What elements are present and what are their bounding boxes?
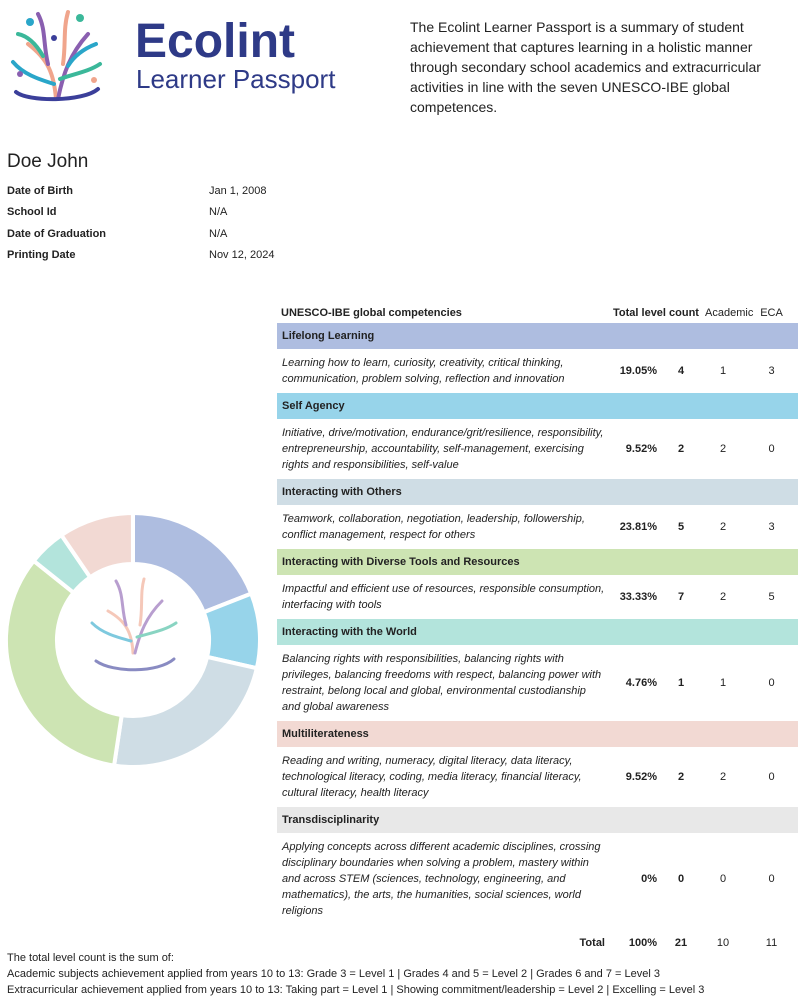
academic: 0 bbox=[719, 873, 727, 885]
category-description: Applying concepts across different acade… bbox=[282, 841, 601, 917]
detail-row: Initiative, drive/motivation, endurance/… bbox=[277, 419, 798, 479]
eca: 0 bbox=[768, 443, 775, 455]
academic: 1 bbox=[719, 677, 727, 689]
donut-segment bbox=[131, 510, 254, 615]
detail-row: Balancing rights with responsibilities, … bbox=[277, 645, 798, 721]
donut-segment bbox=[58, 510, 135, 580]
category-description: Balancing rights with responsibilities, … bbox=[282, 653, 602, 713]
count: 1 bbox=[677, 677, 685, 689]
column-header: UNESCO-IBE global competencies bbox=[281, 307, 462, 319]
category-row: Interacting with the World bbox=[277, 619, 798, 645]
description: The Ecolint Learner Passport is a summar… bbox=[410, 19, 761, 115]
detail-row: Reading and writing, numeracy, digital l… bbox=[277, 747, 798, 807]
academic: 2 bbox=[719, 443, 727, 455]
total-eca: 11 bbox=[765, 937, 778, 949]
academic: 2 bbox=[719, 771, 727, 783]
column-header: Total level count bbox=[613, 307, 699, 319]
category-name: Self Agency bbox=[282, 400, 345, 412]
academic: 2 bbox=[719, 591, 727, 603]
brand: Ecolint bbox=[135, 15, 296, 68]
total-label: Total bbox=[579, 937, 605, 949]
count: 0 bbox=[677, 873, 685, 885]
competency-table: UNESCO-IBE global competencies Total leve… bbox=[277, 303, 798, 957]
category-name: Interacting with Others bbox=[282, 486, 402, 498]
total-share: 100% bbox=[628, 937, 657, 949]
count: 2 bbox=[677, 443, 685, 455]
detail-row: Learning how to learn, curiosity, creati… bbox=[277, 349, 798, 393]
share: 23.81% bbox=[619, 521, 657, 533]
column-header: ECA bbox=[760, 307, 783, 319]
share: 9.52% bbox=[625, 443, 657, 455]
category-name: Lifelong Learning bbox=[282, 330, 375, 342]
share: 33.33% bbox=[619, 591, 657, 603]
footer-line: The total level count is the sum of: bbox=[7, 952, 174, 964]
count: 5 bbox=[677, 521, 685, 533]
category-name: Interacting with Diverse Tools and Resou… bbox=[282, 556, 520, 568]
category-row: Transdisciplinarity bbox=[277, 807, 798, 833]
category-description: Reading and writing, numeracy, digital l… bbox=[282, 755, 582, 799]
academic: 2 bbox=[719, 521, 727, 533]
field-value: Jan 1, 2008 bbox=[209, 185, 267, 197]
category-row: Multiliterateness bbox=[277, 721, 798, 747]
detail-row: Applying concepts across different acade… bbox=[277, 833, 798, 925]
count: 7 bbox=[677, 591, 685, 603]
total-row: Total 100% 21 10 11 bbox=[277, 925, 798, 957]
footer-line: Extracurricular achievement applied from… bbox=[7, 984, 705, 996]
category-description: Teamwork, collaboration, negotiation, le… bbox=[282, 513, 585, 541]
share: 0% bbox=[641, 873, 657, 885]
category-name: Multiliterateness bbox=[282, 728, 369, 740]
field-value: N/A bbox=[209, 206, 228, 219]
share: 9.52% bbox=[625, 771, 657, 783]
category-name: Transdisciplinarity bbox=[282, 814, 380, 826]
category-row: Interacting with Diverse Tools and Resou… bbox=[277, 549, 798, 575]
detail-row: Teamwork, collaboration, negotiation, le… bbox=[277, 505, 798, 549]
eca: 3 bbox=[768, 365, 775, 377]
eca: 0 bbox=[768, 677, 775, 689]
field-value: Nov 12, 2024 bbox=[209, 248, 275, 261]
category-description: Learning how to learn, curiosity, creati… bbox=[282, 357, 565, 385]
footer-line: Academic subjects achievement applied fr… bbox=[7, 968, 660, 980]
logo bbox=[11, 10, 102, 102]
header-row: UNESCO-IBE global competencies Total leve… bbox=[277, 303, 798, 323]
detail-row: Impactful and efficient use of resources… bbox=[277, 575, 798, 619]
column-header: Academic bbox=[705, 307, 754, 319]
brand-subtitle: Learner Passport bbox=[136, 64, 336, 94]
category-description: Impactful and efficient use of resources… bbox=[282, 583, 605, 611]
count: 4 bbox=[677, 365, 685, 377]
category-row: Self Agency bbox=[277, 393, 798, 419]
category-description: Initiative, drive/motivation, endurance/… bbox=[282, 427, 604, 471]
total-count: 21 bbox=[674, 937, 688, 949]
eca: 0 bbox=[768, 873, 775, 885]
field-label: Date of Birth bbox=[7, 185, 73, 197]
field-label: School Id bbox=[7, 206, 57, 219]
donut-segment bbox=[4, 558, 124, 768]
field-label: Printing Date bbox=[7, 248, 76, 261]
eca: 0 bbox=[768, 771, 775, 783]
category-name: Interacting with the World bbox=[282, 626, 417, 638]
donut-segment bbox=[111, 654, 260, 769]
share: 4.76% bbox=[625, 677, 657, 689]
eca: 5 bbox=[768, 591, 775, 603]
category-row: Interacting with Others bbox=[277, 479, 798, 505]
eca: 3 bbox=[768, 521, 775, 533]
total-academic: 10 bbox=[716, 937, 730, 949]
category-row: Lifelong Learning bbox=[277, 323, 798, 349]
donut-chart bbox=[4, 510, 262, 769]
field-value: N/A bbox=[209, 227, 228, 240]
field-label: Date of Graduation bbox=[7, 227, 107, 240]
academic: 1 bbox=[719, 365, 727, 377]
share: 19.05% bbox=[619, 365, 657, 377]
count: 2 bbox=[677, 771, 685, 783]
footer-notes: The total level count is the sum of: Acad… bbox=[7, 950, 704, 998]
student-name: Doe John bbox=[7, 151, 89, 172]
